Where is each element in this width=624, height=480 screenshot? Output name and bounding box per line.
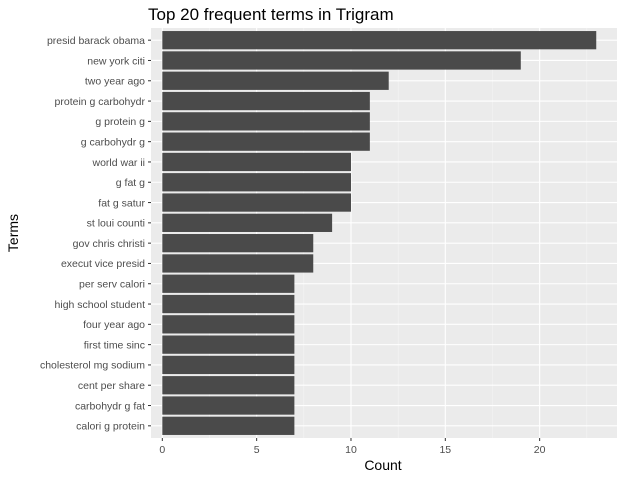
bar [162, 396, 295, 415]
bar [162, 254, 314, 273]
y-tick-label: cholesterol mg sodium [40, 360, 145, 372]
y-tick-label: g carbohydr g [81, 136, 145, 148]
y-tick-label: two year ago [85, 76, 145, 88]
bar [162, 416, 295, 435]
y-tick-label: per serv calori [79, 279, 145, 291]
y-tick-label: st loui counti [87, 218, 145, 230]
bar [162, 112, 370, 131]
bar [162, 31, 597, 50]
y-tick-label: calori g protein [76, 421, 145, 433]
bar [162, 193, 351, 212]
bars [162, 31, 597, 435]
y-axis-title: Terms [5, 214, 21, 252]
bar [162, 376, 295, 395]
x-axis: 0 5 10 15 20 [159, 438, 546, 456]
bar [162, 274, 295, 293]
y-tick-label: cent per share [78, 380, 145, 392]
bar [162, 234, 314, 253]
x-tick-label: 0 [159, 444, 165, 456]
y-tick-label: carbohydr g fat [75, 400, 145, 412]
y-tick-label: four year ago [83, 319, 145, 331]
x-tick-label: 10 [345, 444, 357, 456]
bar [162, 91, 370, 111]
y-tick-label: high school student [55, 299, 146, 311]
y-tick-label: g fat g [116, 177, 145, 189]
bar [162, 132, 370, 151]
y-axis: presid barack obama new york citi two year… [40, 35, 151, 433]
y-tick-label: protein g carbohydr [55, 96, 146, 108]
y-tick-label: execut vice presid [61, 258, 145, 270]
x-tick-label: 15 [439, 444, 451, 456]
chart-title: Top 20 frequent terms in Trigram [148, 5, 394, 24]
y-tick-label: fat g satur [98, 197, 145, 209]
bar [162, 71, 389, 90]
y-tick-label: new york citi [87, 55, 145, 67]
y-tick-label: gov chris christi [73, 238, 145, 250]
bar [162, 355, 295, 375]
bar [162, 294, 295, 314]
bar [162, 152, 351, 172]
bar [162, 51, 521, 70]
bar [162, 335, 295, 354]
y-tick-label: world war ii [91, 157, 145, 169]
x-axis-title: Count [364, 457, 401, 473]
y-tick-label: g protein g [95, 116, 145, 128]
y-tick-label: first time sinc [84, 339, 145, 351]
x-tick-label: 5 [254, 444, 260, 456]
x-tick-label: 20 [534, 444, 546, 456]
bar [162, 213, 333, 232]
bar [162, 173, 351, 192]
bar [162, 315, 295, 334]
y-tick-label: presid barack obama [47, 35, 145, 47]
